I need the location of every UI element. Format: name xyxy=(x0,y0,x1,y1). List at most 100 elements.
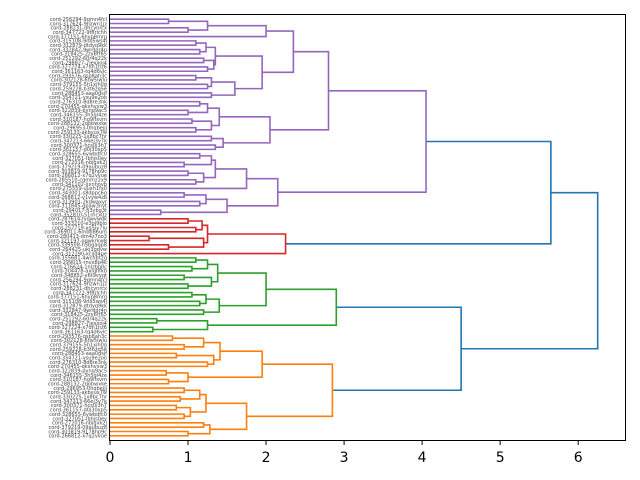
dendrogram-link xyxy=(211,137,224,149)
dendrogram-link xyxy=(110,178,197,185)
leaf-label: cord-296953-0hqbejjj xyxy=(53,386,107,392)
leaf-label: cord-377151-6hyp8mrg xyxy=(48,295,107,301)
dendrogram-link xyxy=(217,272,267,307)
leaf-label: cord-294017-fj3ybg3t xyxy=(53,208,107,214)
dendrogram-link xyxy=(110,152,201,159)
x-tick-label: 4 xyxy=(418,450,427,466)
leaf-label: cord-298827-7jexxoj4 xyxy=(52,321,107,327)
dendrogram-link xyxy=(219,116,271,144)
dendrogram-link xyxy=(110,378,170,385)
leaf-label: cord-288132-2qobwxke xyxy=(48,382,107,388)
plot-frame xyxy=(109,14,626,441)
leaf-label: cord-339508-h5bqaqp8 xyxy=(48,243,107,249)
leaf-label: cord-296953-0hqbejjj xyxy=(53,125,107,131)
dendrogram-link xyxy=(110,395,182,402)
leaf-label: cord-361163-tq4d6vlc xyxy=(52,69,108,75)
dendrogram-link xyxy=(110,309,205,316)
leaf-label: cord-312290-kcijd4pe xyxy=(52,251,107,257)
leaf-label: cord-304478-axlqhfkb xyxy=(52,269,107,275)
leaf-label: cord-327224-x7dh1hz6 xyxy=(49,325,107,331)
leaf-label: cord-264425-ukj3gdvw xyxy=(49,247,107,253)
leaf-label: cord-379219-09aubuz8 xyxy=(49,165,107,171)
leaf-label: cord-287614-fyqwvwdk xyxy=(48,217,107,223)
dendrogram-link xyxy=(191,259,209,270)
dendrogram-links xyxy=(110,18,599,437)
dendrogram-link xyxy=(110,361,209,368)
dendrogram-link xyxy=(110,100,201,107)
dendrogram-link xyxy=(203,341,221,361)
leaf-label: cord-352810-51rncx0z xyxy=(50,212,107,218)
leaf-label: cord-361163-tq4d6vlc xyxy=(52,329,108,335)
dendrogram-link xyxy=(262,30,295,74)
dendrogram-link xyxy=(168,20,209,31)
leaf-label: cord-333210-e3pj9blo xyxy=(52,221,107,227)
leaf-label: cord-275559-uuxh1fx0 xyxy=(50,186,107,192)
leaf-label: cord-332847-9wrdgr4n xyxy=(49,308,107,314)
dendrogram-link xyxy=(191,293,207,305)
dendrogram-link xyxy=(202,224,209,244)
dendrogram-link xyxy=(227,177,279,207)
leaf-label: cord-288453-aaa0dsjf xyxy=(52,351,107,357)
leaf-label: cord-379219-09aubuz8 xyxy=(49,425,107,431)
dendrogram-link xyxy=(110,291,193,298)
leaf-label: cord-332847-9wrdgr4n xyxy=(49,47,107,53)
dendrogram-link xyxy=(332,306,462,392)
dendrogram-link xyxy=(184,194,207,205)
dendrogram-link xyxy=(110,352,178,359)
dendrogram-link xyxy=(191,120,213,131)
x-tick-label: 6 xyxy=(574,450,583,466)
leaf-label: cord-328655-6ywbdfc0 xyxy=(49,152,107,158)
dendrogram-link xyxy=(110,218,189,224)
leaf-label: cord-300371-hcs0i3h7 xyxy=(51,143,107,149)
dendrogram-link xyxy=(277,89,427,194)
leaf-label: cord-354721-ysu9e2oo xyxy=(49,356,107,362)
leaf-label: cord-299015-rnvx8p4k xyxy=(50,260,107,266)
leaf-label: cord-313901-2kdwaxyr xyxy=(49,199,108,205)
dendrogram-link xyxy=(190,393,207,413)
leaf-label: cord-312879-dtdyq9kk xyxy=(50,43,107,49)
dendrogram-link xyxy=(110,274,185,281)
dendrogram-link xyxy=(110,191,185,198)
leaf-label: cord-315108-9nb5ws4j xyxy=(49,299,107,305)
dendrogram-link xyxy=(110,27,189,33)
dendrogram-link xyxy=(172,337,205,348)
dendrogram-link xyxy=(110,300,201,307)
dendrogram-link xyxy=(110,83,209,90)
leaf-label: cord-377151-6hyp8mrg xyxy=(48,34,107,40)
leaf-label: cord-303819-9178hp9c xyxy=(48,169,107,175)
dendrogram-link xyxy=(285,140,552,245)
dendrogram-link xyxy=(203,59,215,70)
dendrogram-link xyxy=(110,244,170,251)
dendrogram-link xyxy=(205,402,248,431)
leaf-label: cord-321197-oqwkrkw8 xyxy=(48,238,107,244)
leaf-label: cord-310187-hg9ifxvm xyxy=(50,377,107,383)
dendrogram-link xyxy=(461,191,599,350)
leaf-label: cord-347213-66ej3v7k xyxy=(50,399,107,405)
dendrogram-link xyxy=(110,257,197,264)
leaf-label: cord-257719-xg5iy7lu xyxy=(52,225,107,231)
dendrogram-link xyxy=(110,387,185,394)
leaf-label: cord-259228-b3t6zq5e xyxy=(50,347,107,353)
leaf-label: cord-276310-8d8re3nk xyxy=(50,99,108,105)
leaf-label: cord-259133-akbyux7w xyxy=(48,130,107,136)
leaf-label: cord-346155-3h5gl4ze xyxy=(50,112,107,118)
dendrogram-link xyxy=(110,283,189,290)
leaf-label: cord-343001-s8dppc6g xyxy=(49,191,107,197)
dendrogram-link xyxy=(180,389,201,400)
dendrogram-link xyxy=(110,430,189,437)
leaf-label: cord-341102-jjxnhovb xyxy=(52,182,107,188)
leaf-label: cord-318425-2zy6rf65 xyxy=(51,52,107,58)
leaf-label: cord-327051-lbhjs0ey xyxy=(52,156,107,162)
leaf-label: cord-276310-8d8re3nk xyxy=(50,360,108,366)
leaf-label: cord-302128-6tw5iwlu xyxy=(51,78,107,84)
leaf-label: cord-311845-qpaw3nyt xyxy=(49,204,107,210)
leaf-label: cord-288231-dhcynrcx xyxy=(50,26,107,32)
leaf-label: cord-328655-6ywbdfc0 xyxy=(49,412,107,418)
dendrogram-link xyxy=(110,74,197,81)
dendrogram-link xyxy=(110,66,209,73)
dendrogram-link xyxy=(149,237,205,248)
dendrogram-link xyxy=(152,320,209,331)
dendrogram-link xyxy=(184,276,213,287)
dendrogram-link xyxy=(110,135,213,142)
dendrogram-link xyxy=(110,235,150,242)
